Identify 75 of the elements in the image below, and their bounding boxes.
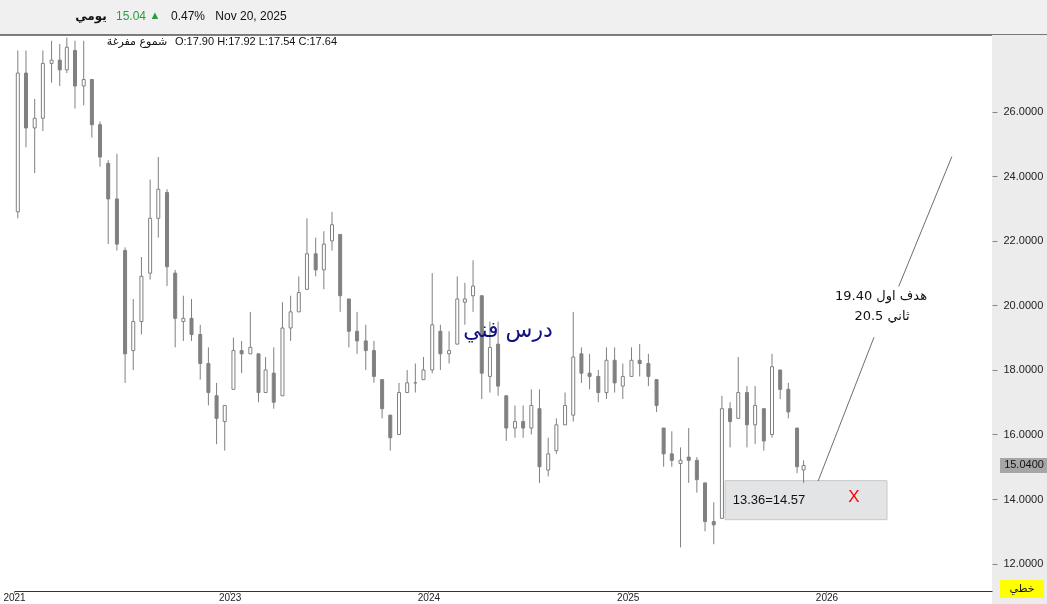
- y-tick-label: 22.0000: [1003, 234, 1044, 247]
- candlestick: [181, 295, 186, 342]
- candlestick: [694, 456, 699, 494]
- y-tick-label: 16.0000: [1003, 427, 1044, 440]
- candlestick: [546, 437, 551, 477]
- candlestick: [413, 363, 418, 394]
- candlestick: [728, 401, 733, 448]
- candlestick: [64, 37, 69, 74]
- candlestick: [447, 330, 452, 364]
- candlestick: [596, 369, 601, 403]
- candlestick: [248, 311, 253, 355]
- annotation: هدف اول 19.40: [835, 288, 928, 304]
- candlestick: [214, 382, 219, 445]
- candlestick: [222, 404, 227, 452]
- y-tick-label: 24.0000: [1003, 169, 1044, 182]
- candlestick: [646, 353, 651, 387]
- candlestick: [189, 298, 194, 342]
- candlestick: [512, 404, 517, 439]
- candlestick: [355, 311, 360, 355]
- candlestick: [563, 392, 568, 426]
- candlestick: [421, 356, 426, 381]
- candlestick: [471, 259, 476, 313]
- candlestick: [288, 295, 293, 342]
- annotation: ثاني 20.5: [854, 308, 910, 323]
- annotation: شموع مفرغة: [106, 35, 168, 48]
- candlestick: [579, 346, 584, 384]
- candlestick: [686, 427, 691, 484]
- candlestick: [801, 459, 806, 484]
- candlestick: [313, 237, 318, 277]
- candlestick: [49, 40, 54, 84]
- candlestick: [405, 369, 410, 394]
- candlestick: [753, 385, 758, 445]
- candlestick: [620, 363, 625, 400]
- candlestick: [388, 414, 393, 452]
- y-tick-label: 12.0000: [1003, 557, 1044, 570]
- text: 0.47%: [170, 9, 206, 23]
- x-tick-label: 2023: [219, 591, 242, 603]
- candlestick: [32, 98, 37, 174]
- x-tick-label: 2025: [617, 591, 640, 603]
- y-tick-label: 14.0000: [1003, 492, 1044, 505]
- candlestick: [296, 275, 301, 313]
- text: يومي: [75, 9, 107, 24]
- candlestick: [363, 324, 368, 371]
- annotation: O:17.90 H:17.92 L:17.54 C:17.64: [174, 35, 338, 47]
- candlestick: [57, 43, 62, 87]
- y-tick-label: 18.0000: [1003, 363, 1044, 376]
- text: خطي: [1009, 582, 1035, 595]
- candlestick: [529, 388, 534, 435]
- ref-line-label: 15.0400: [1004, 458, 1044, 471]
- y-tick-label: 26.0000: [1003, 105, 1044, 118]
- candlestick: [778, 369, 783, 400]
- candlestick: [521, 404, 526, 439]
- text: ▲: [149, 9, 161, 21]
- candlestick: [711, 501, 716, 545]
- candlestick: [587, 353, 592, 390]
- annotation: درس فني: [463, 317, 553, 343]
- candlestick: [263, 356, 268, 394]
- candlestick: [629, 346, 634, 377]
- x-tick-label: 2021: [3, 591, 27, 603]
- text: Nov 20, 2025: [215, 9, 288, 23]
- candlestick: [678, 446, 683, 548]
- candlestick: [239, 340, 244, 374]
- candlestick: [612, 346, 617, 394]
- y-tick-label: 20.0000: [1003, 298, 1044, 311]
- candlestick: [786, 382, 791, 419]
- band-label: 13.36=14.57: [732, 492, 806, 508]
- candlestick: [438, 324, 443, 371]
- annotation: X: [848, 487, 860, 506]
- candlestick: [330, 211, 335, 252]
- x-tick-label: 2024: [417, 591, 441, 603]
- x-tick-label: 2026: [815, 591, 839, 603]
- candlestick: [81, 40, 86, 106]
- candlestick: [669, 430, 674, 468]
- text: 15.04: [115, 9, 147, 23]
- candlestick: [637, 343, 642, 377]
